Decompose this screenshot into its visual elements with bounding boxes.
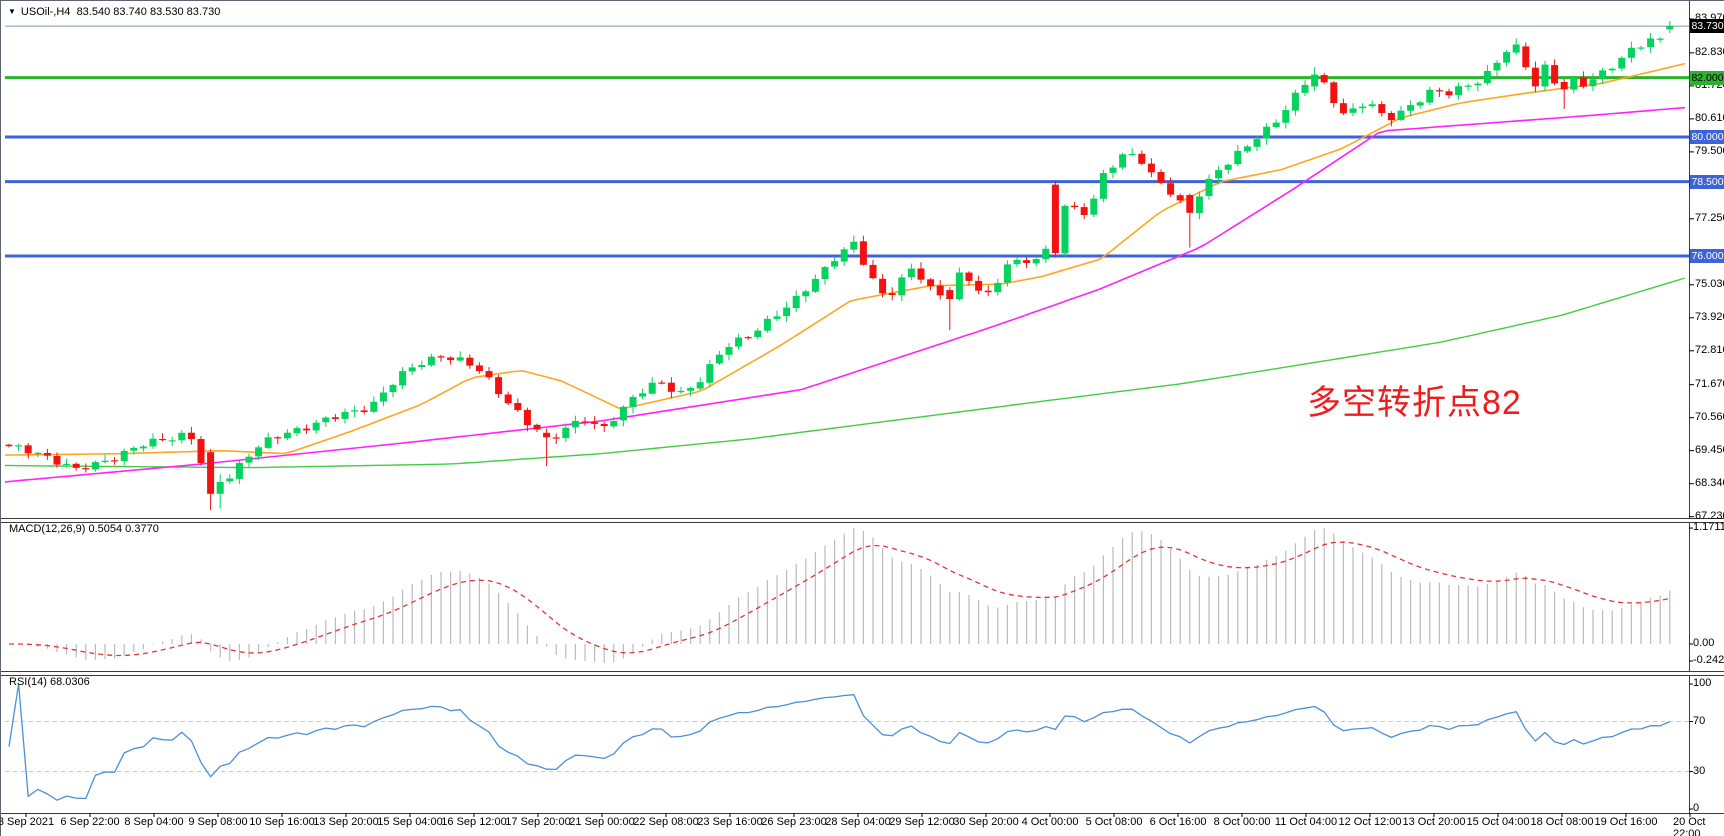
price-tick-label: 79.500 bbox=[1695, 144, 1724, 157]
level-price-box: 82.000 bbox=[1690, 70, 1724, 85]
time-axis-label: 10 Sep 16:00 bbox=[249, 816, 315, 828]
time-axis-label: 29 Sep 12:00 bbox=[889, 816, 955, 828]
rsi-tick-label: 0 bbox=[1693, 802, 1700, 814]
ma-mid-line bbox=[4, 106, 1686, 483]
price-tick-label: 80.610 bbox=[1695, 111, 1724, 124]
macd-tick-label: 0.00 bbox=[1693, 637, 1715, 649]
price-tick-label: 69.450 bbox=[1695, 443, 1724, 456]
symbol-period-label: USOil-,H4 bbox=[20, 6, 71, 18]
macd-tick-label: -0.2424 bbox=[1693, 654, 1724, 666]
price-tick-label: 70.560 bbox=[1695, 410, 1724, 423]
time-axis-label: 30 Sep 20:00 bbox=[953, 816, 1019, 828]
price-tick-label: 72.810 bbox=[1695, 343, 1724, 356]
time-axis-label: 6 Sep 22:00 bbox=[60, 816, 120, 828]
time-axis-label: 23 Sep 16:00 bbox=[697, 816, 763, 828]
time-axis-label: 20 Oct 22:00 bbox=[1673, 816, 1706, 836]
time-axis-label: 5 Oct 08:00 bbox=[1085, 816, 1143, 828]
level-price-box: 78.500 bbox=[1690, 174, 1724, 189]
rsi-line bbox=[8, 683, 1671, 801]
time-axis-label: 18 Oct 08:00 bbox=[1530, 816, 1594, 828]
time-axis-label: 16 Sep 12:00 bbox=[441, 816, 507, 828]
rsi-tick-label: 30 bbox=[1693, 764, 1706, 777]
macd-signal-line bbox=[9, 541, 1670, 657]
ma-slow-line bbox=[4, 277, 1686, 469]
time-axis-label: 12 Oct 12:00 bbox=[1338, 816, 1402, 828]
time-axis-label: 9 Sep 08:00 bbox=[188, 816, 248, 828]
rsi-tick-label: 70 bbox=[1693, 714, 1706, 727]
panel-separator-macd[interactable] bbox=[1, 518, 1724, 523]
time-axis-label: 21 Sep 00:00 bbox=[569, 816, 635, 828]
price-tick-label: 82.830 bbox=[1695, 45, 1724, 58]
annotation-text: 多空转折点82 bbox=[1307, 384, 1522, 422]
macd-indicator-label: MACD(12,26,9) 0.5054 0.3770 bbox=[9, 523, 159, 535]
price-tick-label: 73.920 bbox=[1695, 310, 1724, 323]
price-tick-label: 67.230 bbox=[1695, 509, 1724, 522]
time-axis-label: 17 Sep 20:00 bbox=[505, 816, 571, 828]
panel-separator-rsi[interactable] bbox=[1, 671, 1724, 676]
level-price-box: 76.000 bbox=[1690, 248, 1724, 263]
rsi-tick-label: 100 bbox=[1693, 677, 1712, 689]
time-axis-label: 13 Oct 20:00 bbox=[1402, 816, 1466, 828]
price-tick-label: 71.670 bbox=[1695, 377, 1724, 390]
price-tick-label: 75.030 bbox=[1695, 277, 1724, 290]
time-axis-label: 28 Sep 04:00 bbox=[825, 816, 891, 828]
current-price-box: 83.730 bbox=[1690, 19, 1724, 34]
time-axis-label: 26 Sep 23:00 bbox=[761, 816, 827, 828]
price-tick-label: 77.250 bbox=[1695, 211, 1724, 224]
time-axis-label: 22 Sep 08:00 bbox=[633, 816, 699, 828]
rsi-indicator-label: RSI(14) 68.0306 bbox=[9, 676, 90, 688]
macd-histogram bbox=[18, 528, 1671, 663]
macd-tick-label: 1.1711 bbox=[1693, 521, 1724, 534]
level-price-box: 80.000 bbox=[1690, 130, 1724, 145]
time-axis-label: 8 Sep 04:00 bbox=[124, 816, 184, 828]
time-axis-label: 8 Oct 00:00 bbox=[1213, 816, 1271, 828]
ma-fast-line bbox=[4, 62, 1686, 456]
ohlc-values: 83.540 83.740 83.530 83.730 bbox=[76, 6, 221, 18]
collapse-panel-icon[interactable]: ▼ bbox=[8, 7, 16, 16]
candles-group bbox=[5, 21, 1674, 511]
time-axis-label: 11 Oct 04:00 bbox=[1274, 816, 1338, 828]
chart-title: ▼ USOil-,H4 83.540 83.740 83.530 83.730 bbox=[8, 5, 220, 19]
time-axis-label: 13 Sep 20:00 bbox=[313, 816, 379, 828]
time-axis-label: 15 Sep 04:00 bbox=[377, 816, 443, 828]
time-axis-label: 4 Oct 00:00 bbox=[1021, 816, 1079, 828]
price-tick-label: 68.340 bbox=[1695, 476, 1724, 489]
time-axis-label: 6 Oct 16:00 bbox=[1149, 816, 1207, 828]
time-axis-label: 15 Oct 04:00 bbox=[1466, 816, 1530, 828]
time-axis-label: 3 Sep 2021 bbox=[0, 816, 55, 828]
time-axis-label: 19 Oct 16:00 bbox=[1594, 816, 1658, 828]
